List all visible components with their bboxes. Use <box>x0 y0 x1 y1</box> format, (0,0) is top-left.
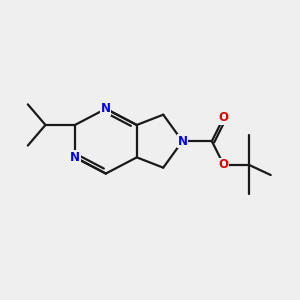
Text: N: N <box>177 135 188 148</box>
Text: N: N <box>101 102 111 115</box>
Text: O: O <box>219 111 229 124</box>
Text: O: O <box>219 158 229 171</box>
Text: N: N <box>70 151 80 164</box>
